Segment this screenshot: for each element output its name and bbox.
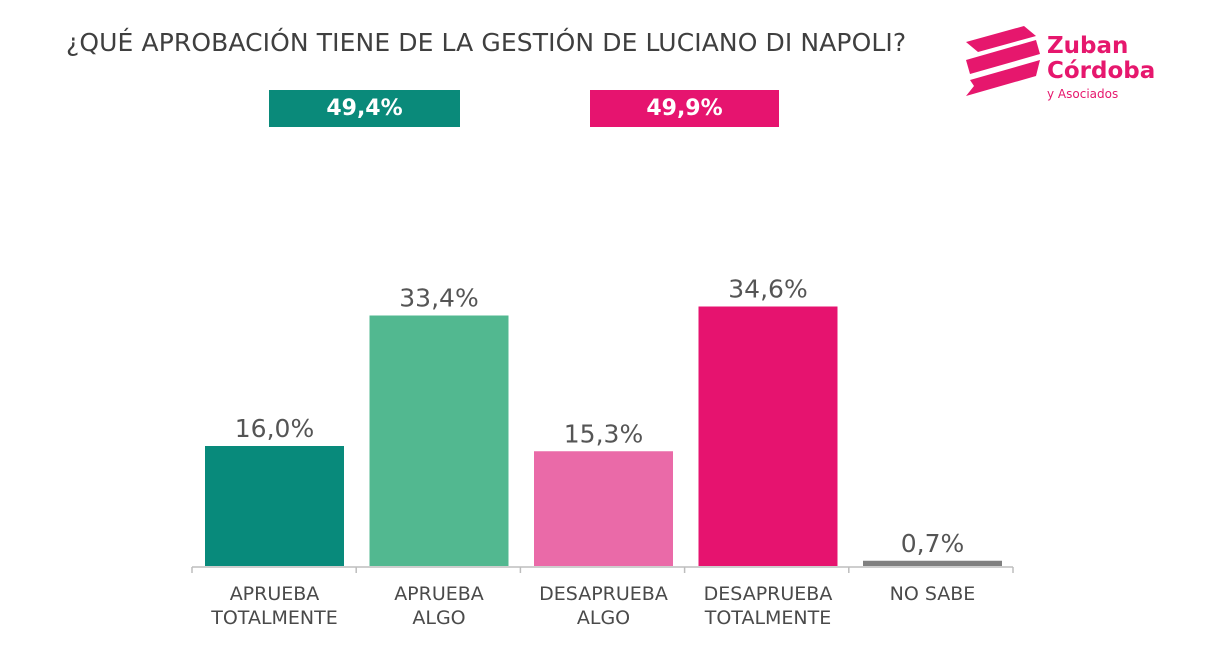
category-label: APRUEBA ALGO [394, 583, 484, 629]
bar-value-label: 34,6% [728, 275, 807, 304]
approve-total-badge: 49,4% [269, 90, 460, 127]
bar-3 [534, 451, 673, 566]
bar-value-label: 33,4% [399, 284, 478, 313]
bar-5 [863, 560, 1002, 566]
bar-1 [205, 446, 344, 566]
category-label: APRUEBA TOTALMENTE [211, 583, 338, 629]
bar-value-label: 16,0% [235, 414, 314, 443]
category-label: NO SABE [889, 583, 976, 605]
category-label: DESAPRUEBA TOTALMENTE [703, 583, 833, 629]
bar-4 [698, 306, 838, 566]
bar-value-label: 15,3% [564, 419, 643, 448]
disapprove-total-badge: 49,9% [590, 90, 779, 127]
chart-title: ¿QUÉ APROBACIÓN TIENE DE LA GESTIÓN DE L… [66, 28, 907, 57]
zuban-cordoba-logo-icon [966, 26, 1040, 96]
logo-line-2: Córdoba [1047, 58, 1156, 84]
category-label: DESAPRUEBA ALGO [539, 583, 668, 629]
bar-2 [369, 315, 509, 566]
logo-line-1: Zuban [1047, 33, 1129, 59]
logo-line-3: y Asociados [1047, 87, 1119, 101]
bar-value-label: 0,7% [901, 529, 965, 558]
